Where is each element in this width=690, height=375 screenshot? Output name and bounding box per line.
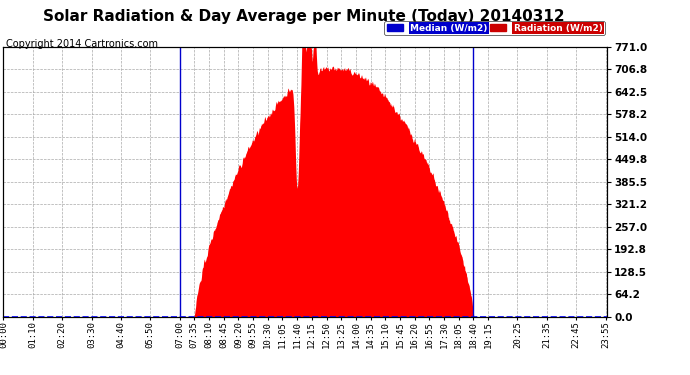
Legend: Median (W/m2), Radiation (W/m2): Median (W/m2), Radiation (W/m2) — [384, 21, 604, 35]
Text: Copyright 2014 Cartronics.com: Copyright 2014 Cartronics.com — [6, 39, 157, 50]
Text: Solar Radiation & Day Average per Minute (Today) 20140312: Solar Radiation & Day Average per Minute… — [43, 9, 564, 24]
